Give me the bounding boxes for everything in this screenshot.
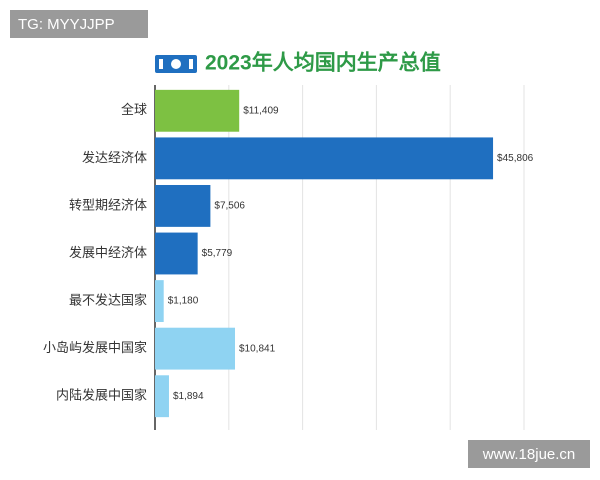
watermark: www.18jue.cn (482, 446, 576, 463)
title-icon (155, 55, 197, 73)
value-label: $10,841 (239, 343, 276, 354)
watermark-box (10, 10, 148, 38)
y-tick-label: 最不发达国家 (69, 293, 147, 308)
y-tick-label: 发达经济体 (82, 150, 147, 165)
value-label: $1,180 (168, 296, 199, 307)
value-label: $5,779 (202, 248, 233, 259)
y-tick-label: 发展中经济体 (69, 245, 147, 260)
bar (155, 137, 494, 180)
watermark: TG: MYYJJPP (18, 16, 115, 33)
bar (155, 232, 198, 275)
bar (155, 280, 164, 323)
value-label: $7,506 (214, 201, 245, 212)
value-label: $1,894 (173, 391, 204, 402)
y-tick-label: 转型期经济体 (69, 197, 147, 212)
value-label: $45,806 (497, 153, 534, 164)
bar (155, 89, 240, 132)
value-label: $11,409 (243, 105, 279, 116)
y-tick-label: 全球 (121, 102, 147, 117)
watermark-box (468, 440, 590, 468)
bar (155, 184, 211, 227)
bar (155, 375, 169, 418)
bar (155, 327, 236, 370)
y-tick-label: 内陆发展中国家 (56, 388, 147, 403)
chart-title: 2023年人均国内生产总值 (205, 51, 441, 75)
y-tick-label: 小岛屿发展中国家 (43, 340, 147, 355)
